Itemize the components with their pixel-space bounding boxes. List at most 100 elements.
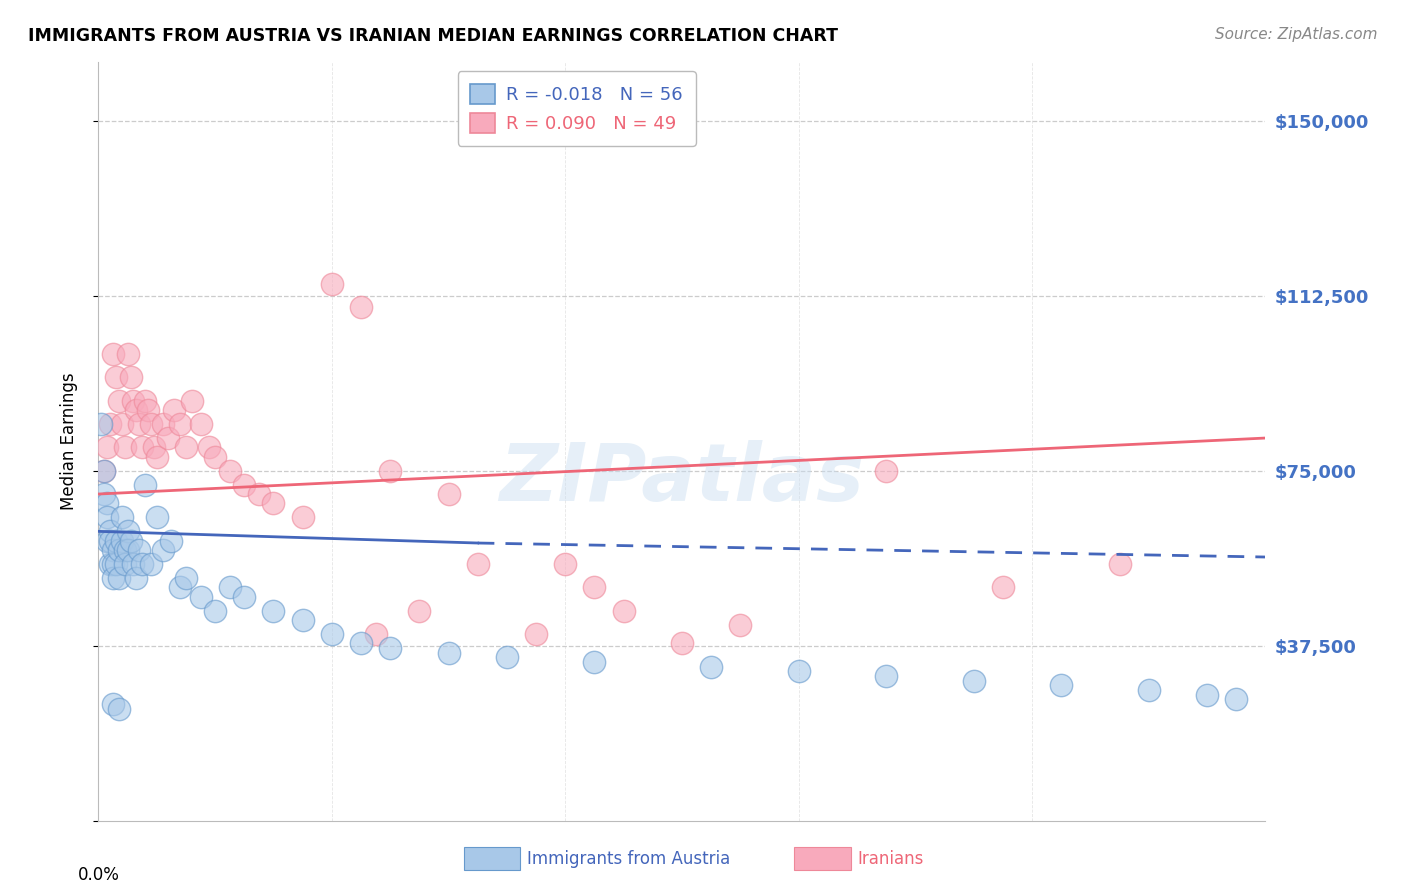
Point (152, 417, 174, 431)
Point (101, 557, 124, 571)
Point (437, 646, 460, 660)
Point (146, 510, 169, 524)
Point (104, 370, 127, 384)
Point (321, 277, 343, 291)
Point (120, 370, 142, 384)
Point (233, 590, 256, 604)
Point (139, 557, 162, 571)
Point (350, 301, 373, 315)
Point (160, 533, 183, 548)
Point (991, 580, 1014, 594)
Point (142, 441, 165, 455)
Point (98, 533, 121, 548)
Point (408, 604, 430, 618)
Text: ZIPatlas: ZIPatlas (499, 441, 865, 518)
Point (101, 571, 124, 585)
Point (108, 543, 131, 558)
Point (96, 533, 118, 548)
Point (730, 617, 752, 632)
Point (700, 659, 723, 673)
Point (101, 347, 124, 361)
Point (111, 417, 134, 431)
Point (96, 441, 118, 455)
Point (612, 604, 634, 618)
Point (380, 464, 402, 478)
Point (180, 393, 202, 408)
Point (467, 557, 489, 571)
Legend: R = -0.018   N = 56, R = 0.090   N = 49: R = -0.018 N = 56, R = 0.090 N = 49 (457, 71, 696, 145)
Point (131, 441, 153, 455)
Point (198, 441, 221, 455)
Point (262, 496, 284, 510)
Point (114, 557, 136, 571)
Point (111, 510, 134, 524)
Point (98, 524, 121, 539)
Text: 0.0%: 0.0% (77, 866, 120, 884)
Point (262, 604, 284, 618)
Point (1137, 683, 1160, 698)
Text: Source: ZipAtlas.com: Source: ZipAtlas.com (1215, 27, 1378, 42)
Point (146, 450, 169, 464)
Point (174, 441, 197, 455)
Point (125, 403, 148, 417)
Point (108, 701, 131, 715)
Y-axis label: Median Earnings: Median Earnings (59, 373, 77, 510)
Text: IMMIGRANTS FROM AUSTRIA VS IRANIAN MEDIAN EARNINGS CORRELATION CHART: IMMIGRANTS FROM AUSTRIA VS IRANIAN MEDIA… (28, 27, 838, 45)
Point (962, 673, 984, 688)
Point (218, 464, 240, 478)
Point (247, 487, 270, 501)
Point (218, 580, 240, 594)
Point (96, 510, 118, 524)
Point (98, 557, 121, 571)
Point (380, 640, 402, 655)
Text: Iranians: Iranians (858, 849, 924, 868)
Point (204, 604, 226, 618)
Point (114, 441, 136, 455)
Point (122, 393, 145, 408)
Point (104, 557, 127, 571)
Point (90, 417, 112, 431)
Point (787, 665, 810, 679)
Point (1195, 688, 1218, 702)
Point (437, 487, 460, 501)
Point (131, 557, 153, 571)
Point (117, 524, 139, 539)
Point (204, 450, 226, 464)
Point (524, 627, 547, 641)
Point (122, 557, 145, 571)
Point (169, 417, 191, 431)
Point (93, 464, 115, 478)
Point (108, 393, 131, 408)
Point (350, 636, 373, 650)
Text: Immigrants from Austria: Immigrants from Austria (527, 849, 731, 868)
Point (108, 571, 131, 585)
Point (174, 571, 197, 585)
Point (114, 543, 136, 558)
Point (139, 417, 162, 431)
Point (875, 464, 897, 478)
Point (583, 580, 606, 594)
Point (101, 543, 124, 558)
Point (875, 669, 897, 683)
Point (125, 571, 148, 585)
Point (163, 403, 186, 417)
Point (117, 543, 139, 558)
Point (233, 477, 256, 491)
Point (169, 580, 191, 594)
Point (190, 417, 212, 431)
Point (93, 464, 115, 478)
Point (101, 697, 124, 711)
Point (157, 431, 180, 445)
Point (1108, 557, 1130, 571)
Point (291, 510, 314, 524)
Point (291, 613, 314, 627)
Point (93, 487, 115, 501)
Point (583, 655, 606, 669)
Point (104, 533, 127, 548)
Point (128, 543, 150, 558)
Point (117, 347, 139, 361)
Point (1050, 678, 1073, 692)
Point (98, 417, 121, 431)
Point (134, 393, 156, 408)
Point (111, 533, 134, 548)
